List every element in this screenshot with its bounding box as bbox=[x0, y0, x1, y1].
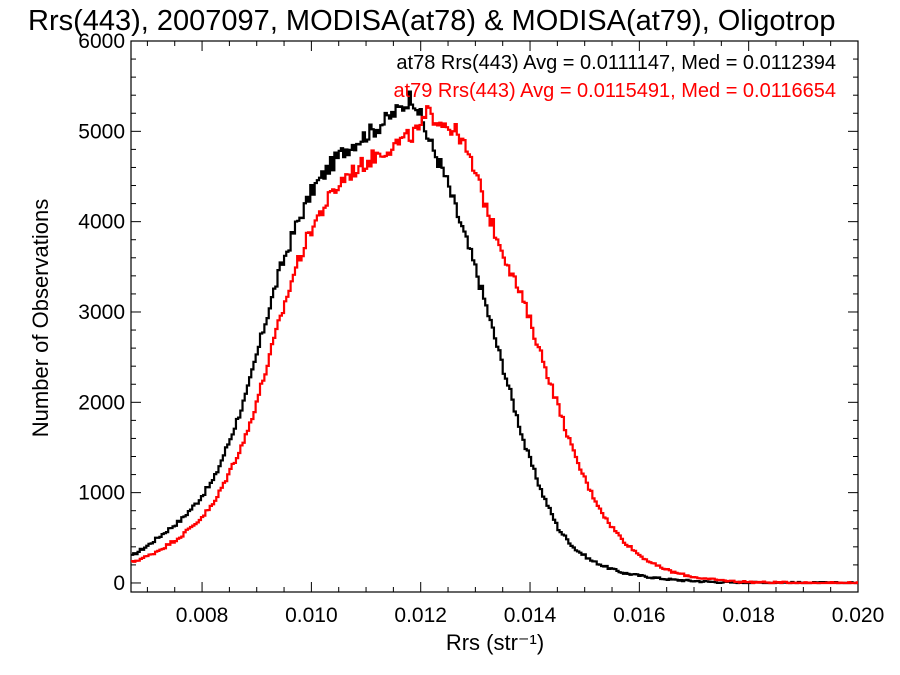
y-tick-label: 2000 bbox=[78, 391, 125, 414]
y-tick-label: 6000 bbox=[78, 30, 125, 53]
legend: at78 Rrs(443) Avg = 0.0111147, Med = 0.0… bbox=[393, 52, 836, 102]
x-tick-label: 0.018 bbox=[722, 604, 775, 627]
y-axis: 0 1000 2000 3000 4000 5000 6000 bbox=[78, 30, 858, 595]
legend-entry-at79: at79 Rrs(443) Avg = 0.0115491, Med = 0.0… bbox=[393, 80, 836, 102]
x-tick-label: 0.010 bbox=[285, 604, 338, 627]
y-tick-label: 3000 bbox=[78, 301, 125, 324]
x-tick-label: 0.008 bbox=[176, 604, 229, 627]
y-tick-label: 5000 bbox=[78, 120, 125, 143]
y-tick-label: 1000 bbox=[78, 482, 125, 505]
chart-title: Rrs(443), 2007097, MODISA(at78) & MODISA… bbox=[28, 5, 835, 37]
series-layer bbox=[131, 90, 859, 585]
legend-entry-at78: at78 Rrs(443) Avg = 0.0111147, Med = 0.0… bbox=[396, 52, 836, 74]
x-axis-label: Rrs (str⁻¹) bbox=[446, 630, 544, 655]
x-tick-label: 0.012 bbox=[394, 604, 447, 627]
series-line-at78 bbox=[131, 90, 859, 585]
y-tick-label: 4000 bbox=[78, 211, 125, 234]
series-line-at79 bbox=[131, 105, 859, 585]
x-tick-label: 0.020 bbox=[832, 604, 885, 627]
x-tick-label: 0.016 bbox=[613, 604, 666, 627]
x-tick-label: 0.014 bbox=[504, 604, 557, 627]
y-tick-label: 0 bbox=[113, 572, 125, 595]
plot-frame bbox=[130, 40, 859, 593]
plot-border bbox=[130, 40, 859, 593]
x-axis: 0.008 0.010 0.012 0.014 0.016 0.018 0.020 bbox=[146, 41, 885, 627]
y-axis-label: Number of Observations bbox=[28, 199, 53, 437]
